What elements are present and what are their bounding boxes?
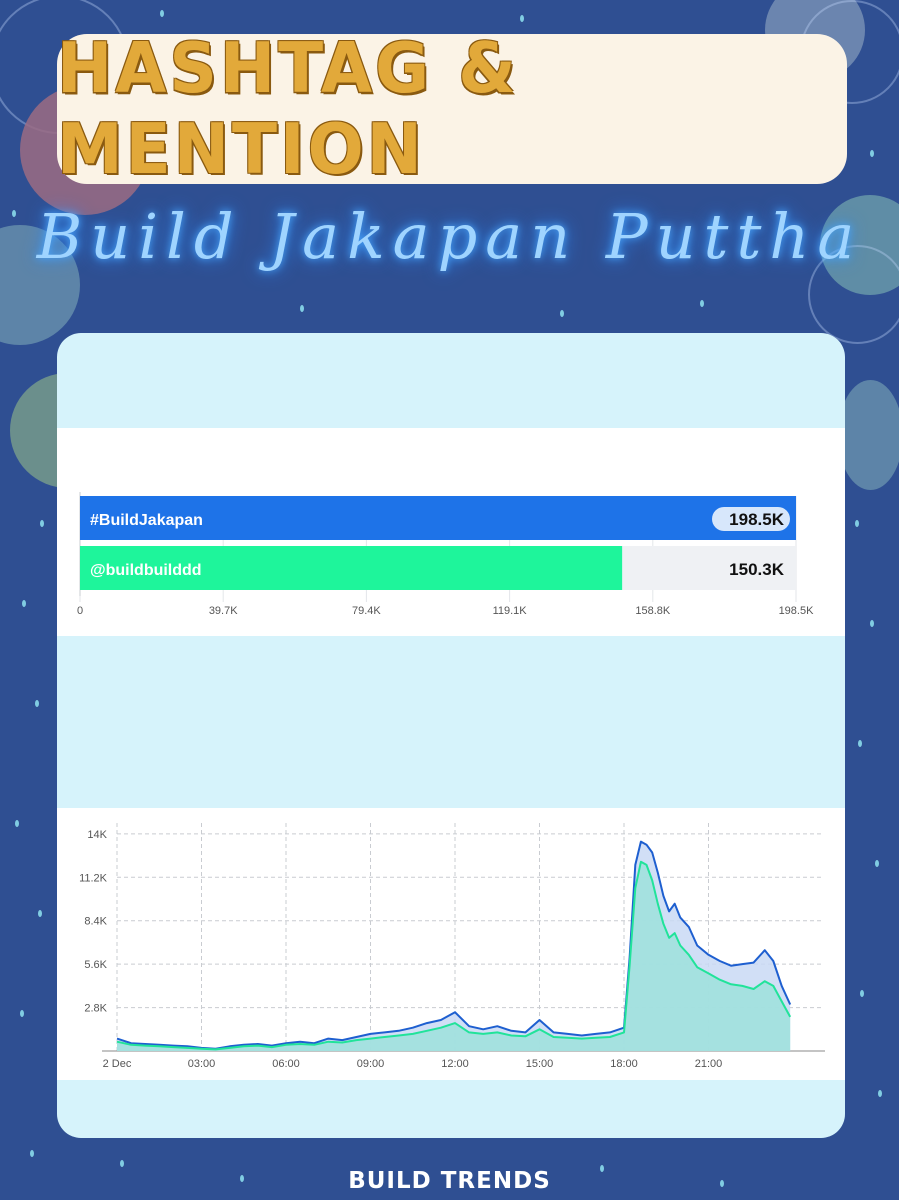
x-tick-label: 21:00 [695,1058,723,1070]
page-subtitle: Build Jakapan Puttha [36,200,863,273]
series-line [116,860,792,1051]
confetti [22,600,26,607]
confetti [240,1175,244,1182]
x-tick-label: 09:00 [357,1058,385,1070]
confetti [870,150,874,157]
confetti [878,1090,882,1097]
confetti [855,520,859,527]
x-tick-label: 79.4K [352,605,381,617]
confetti [600,1165,604,1172]
confetti [700,300,704,307]
confetti [38,910,42,917]
confetti [858,740,862,747]
confetti [300,305,304,312]
bar [80,496,796,540]
bar [80,546,623,590]
page-title: HASHTAG & MENTION [57,28,519,190]
bar-label: @buildbuilddd [90,562,202,579]
confetti [120,1160,124,1167]
confetti [12,210,16,217]
x-tick-label: 119.1K [493,605,528,617]
x-tick-label: 158.8K [635,605,671,617]
series-line [116,840,792,1050]
value-pill [712,507,790,531]
confetti [720,1180,724,1187]
confetti [35,700,39,707]
line-chart-panel: 2.8K 5.6K 8.4K 11.2K 14K 2 Dec 03:00 06:00 09:00… [57,808,845,1080]
y-tick-label: 2.8K [84,1003,107,1015]
bar-chart-panel: 0 39.7K 79.4K 119.1K 158.8K 198.5K #BuildJakap… [57,428,845,636]
y-tick-label: 8.4K [84,916,107,928]
x-tick-label: 15:00 [526,1058,554,1070]
footer-brand: BUILD TRENDS [348,1168,551,1194]
bar-value-label: 198.5K [729,510,785,529]
x-tick-label: 18:00 [610,1058,638,1070]
confetti [560,310,564,317]
x-tick-label: 198.5K [779,605,815,617]
series-area [117,861,791,1051]
bar-chart: 0 39.7K 79.4K 119.1K 158.8K 198.5K #BuildJakap… [77,492,815,617]
x-tick-label: 39.7K [209,605,238,617]
x-tick-label: 12:00 [441,1058,469,1070]
chart-card: 0 39.7K 79.4K 119.1K 158.8K 198.5K #BuildJakap… [57,333,845,1138]
confetti [40,520,44,527]
x-tick-label: 2 Dec [103,1058,132,1070]
confetti [160,10,164,17]
confetti [30,1150,34,1157]
confetti [20,1010,24,1017]
x-tick-label: 0 [77,605,83,617]
y-tick-label: 11.2K [79,872,108,884]
bar-label: #BuildJakapan [90,512,203,529]
y-tick-label: 14K [87,829,107,841]
background-circle [808,245,899,344]
confetti [875,860,879,867]
confetti [15,820,19,827]
bar-value-label: 150.3K [729,560,785,579]
area-chart: 2.8K 5.6K 8.4K 11.2K 14K 2 Dec 03:00 06:00 09:00… [79,823,825,1070]
y-tick-label: 5.6K [84,959,107,971]
confetti [860,990,864,997]
x-tick-label: 06:00 [272,1058,300,1070]
title-banner: HASHTAG & MENTION [57,28,847,190]
confetti [520,15,524,22]
background-circle [838,380,899,490]
confetti [870,620,874,627]
x-tick-label: 03:00 [188,1058,216,1070]
